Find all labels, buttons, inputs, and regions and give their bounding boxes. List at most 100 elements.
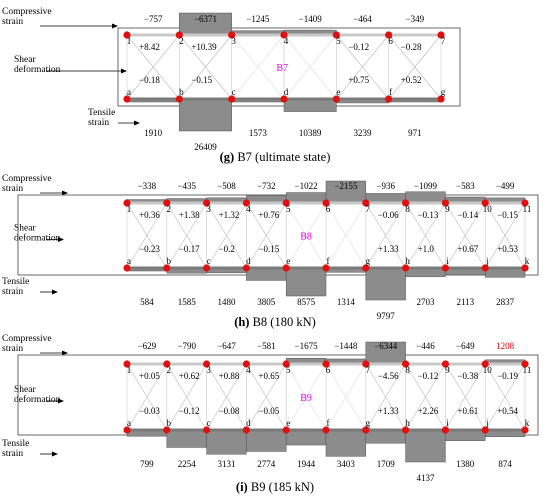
bottom-node-marker — [228, 95, 236, 103]
bottom-node-marker — [123, 426, 131, 434]
compressive-value: −936 — [376, 181, 395, 191]
compressive-value: −1099 — [414, 181, 438, 191]
top-node-label: 11 — [523, 204, 532, 214]
shear-bottom-value: +1.0 — [418, 244, 435, 254]
bottom-node-marker — [123, 95, 131, 103]
top-node-marker — [521, 360, 529, 368]
top-node-marker — [362, 360, 370, 368]
top-node-label: 3 — [206, 204, 211, 214]
tensile-strain-bar — [206, 429, 247, 455]
top-node-marker — [437, 31, 445, 39]
tensile-value: 3403 — [337, 459, 356, 469]
shear-bottom-value: −0.2 — [219, 244, 235, 254]
bottom-node-label: d — [246, 418, 251, 428]
top-node-label: 6 — [326, 204, 331, 214]
shear-bottom-value: +0.75 — [348, 75, 369, 85]
bottom-node-marker — [362, 426, 370, 434]
shear-top-value: +1.38 — [179, 210, 200, 220]
tensile-strain-bar — [246, 267, 287, 281]
top-node-marker — [362, 199, 370, 207]
tensile-value: 8575 — [297, 297, 316, 307]
bottom-node-label: b — [167, 418, 172, 428]
compressive-value: −446 — [416, 341, 435, 351]
shear-bottom-value: +0.53 — [497, 244, 518, 254]
tensile-value: 1944 — [297, 459, 316, 469]
shear-top-value: −0.12 — [418, 371, 439, 381]
bottom-node-label: c — [207, 256, 211, 266]
diagonal-brace — [484, 363, 526, 431]
top-node-label: 9 — [445, 204, 450, 214]
shear-bottom-value: −0.03 — [139, 406, 160, 416]
bottom-node-marker — [282, 264, 290, 272]
diagonal-brace — [405, 202, 446, 269]
shear-top-value: −0.38 — [457, 371, 478, 381]
diagonal-brace — [388, 34, 442, 100]
tensile-value: 1480 — [218, 297, 237, 307]
diagonal-brace — [283, 34, 337, 100]
beam-name: B8 — [300, 232, 312, 243]
shear-deformation-label: Shear deformation — [14, 55, 61, 75]
panel-caption: (g) B7 (ultimate state) — [220, 150, 331, 164]
tensile-strain-bar — [325, 429, 367, 457]
tensile-value: 3131 — [218, 459, 236, 469]
compressive-value: −435 — [177, 181, 196, 191]
compressive-value: −1022 — [295, 181, 318, 191]
top-node-marker — [163, 360, 171, 368]
bottom-node-label: e — [286, 256, 290, 266]
top-node-label: 3 — [206, 365, 211, 375]
bottom-node-marker — [322, 264, 330, 272]
bottom-node-marker — [203, 264, 211, 272]
tensile-strain-label: Tensile strain — [88, 108, 115, 128]
compressive-value: −338 — [138, 181, 157, 191]
compressive-arrow-2-head — [62, 350, 68, 356]
top-node-marker — [385, 31, 393, 39]
top-node-label: 11 — [523, 365, 532, 375]
bottom-node-label: f — [327, 418, 330, 428]
top-node-label: 2 — [167, 204, 172, 214]
shear-bottom-value: −0.05 — [258, 406, 279, 416]
diagonal-brace — [231, 34, 285, 100]
top-node-marker — [332, 31, 340, 39]
shear-top-value: −0.28 — [401, 42, 422, 52]
shear-arrow-2-head — [58, 398, 64, 404]
diagonal-brace — [365, 202, 406, 269]
top-node-marker — [203, 199, 211, 207]
shear-top-value: +0.76 — [258, 210, 279, 220]
top-node-marker — [123, 360, 131, 368]
bottom-node-marker — [481, 264, 489, 272]
tensile-arrow-0-head — [134, 120, 140, 126]
top-node-label: 5 — [286, 365, 291, 375]
top-node-label: 1 — [127, 36, 132, 46]
tensile-value: 9797 — [377, 311, 396, 321]
diagonal-brace — [336, 34, 389, 100]
shear-bottom-value: +1.33 — [378, 406, 399, 416]
bottom-node-label: e — [286, 418, 290, 428]
compressive-value: −499 — [496, 181, 515, 191]
diagonal-brace — [126, 363, 168, 431]
shear-bottom-value: +2.26 — [418, 406, 439, 416]
shear-bottom-value: −0.08 — [219, 406, 240, 416]
bottom-node-label: e — [336, 87, 340, 97]
top-node-label: 1 — [127, 204, 132, 214]
shear-top-value: −0.13 — [418, 210, 439, 220]
bottom-node-marker — [521, 426, 529, 434]
top-node-label: 7 — [441, 36, 446, 46]
compressive-value: −1448 — [334, 341, 358, 351]
diagonal-brace — [179, 34, 232, 100]
compressive-value: 1208 — [496, 341, 515, 351]
bottom-node-label: d — [246, 256, 251, 266]
compressive-value: −508 — [217, 181, 236, 191]
bottom-node-marker — [175, 95, 183, 103]
top-node-marker — [123, 199, 131, 207]
tensile-strain-bar — [179, 98, 232, 132]
compressive-value: −6344 — [374, 341, 398, 351]
tensile-value: 3239 — [354, 128, 373, 138]
bottom-node-marker — [402, 264, 410, 272]
compressive-value: −649 — [456, 341, 475, 351]
compressive-value: −464 — [353, 14, 372, 24]
tensile-value: 1910 — [144, 128, 163, 138]
bottom-node-marker — [203, 426, 211, 434]
top-node-marker — [441, 199, 449, 207]
diagonal-brace — [246, 202, 287, 269]
top-node-label: 6 — [326, 365, 331, 375]
